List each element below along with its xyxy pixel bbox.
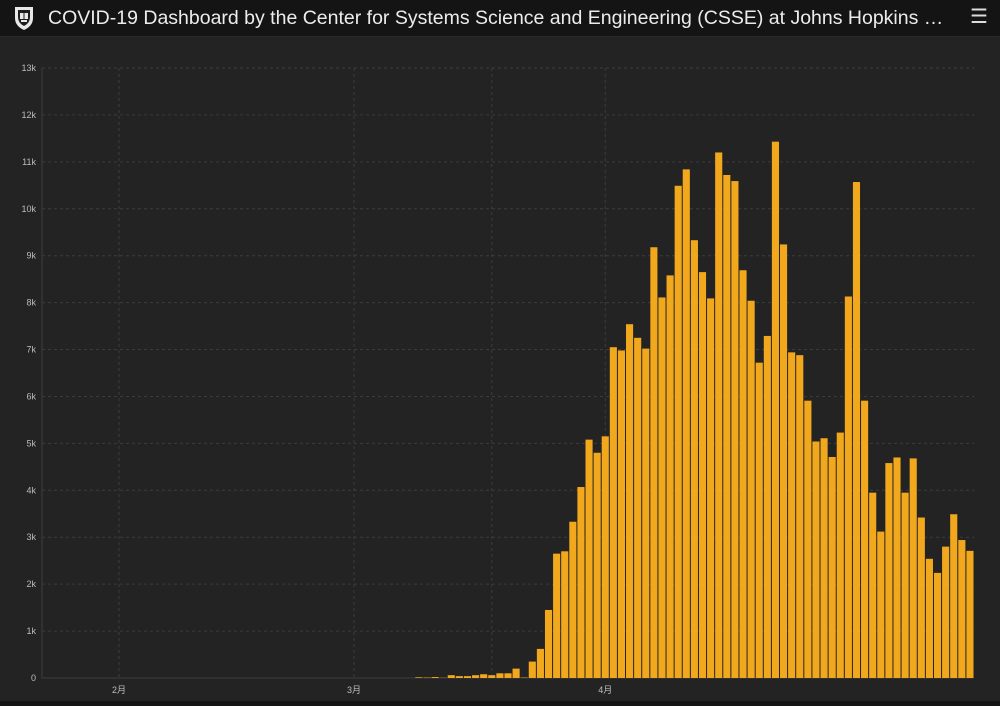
bar[interactable] bbox=[739, 270, 746, 678]
bar[interactable] bbox=[812, 442, 819, 678]
bar[interactable] bbox=[780, 244, 787, 678]
bar[interactable] bbox=[853, 182, 860, 678]
y-tick-label: 13k bbox=[21, 63, 36, 73]
y-tick-label: 11k bbox=[22, 157, 36, 167]
y-tick-label: 2k bbox=[26, 579, 36, 589]
bar[interactable] bbox=[804, 401, 811, 678]
bar[interactable] bbox=[642, 349, 649, 678]
bar[interactable] bbox=[756, 363, 763, 678]
bar[interactable] bbox=[772, 142, 779, 678]
y-tick-label: 12k bbox=[21, 110, 36, 120]
university-shield-icon bbox=[10, 4, 38, 32]
bar[interactable] bbox=[829, 457, 836, 678]
hamburger-menu-icon[interactable]: ☰ bbox=[968, 6, 990, 28]
x-tick-label: 2月 bbox=[112, 685, 126, 695]
y-tick-label: 6k bbox=[26, 391, 36, 401]
x-tick-label: 3月 bbox=[347, 685, 361, 695]
bar[interactable] bbox=[488, 675, 495, 678]
bar[interactable] bbox=[626, 324, 633, 678]
bar[interactable] bbox=[602, 436, 609, 678]
bar[interactable] bbox=[683, 169, 690, 678]
bar[interactable] bbox=[902, 493, 909, 678]
bar[interactable] bbox=[448, 675, 455, 678]
bar[interactable] bbox=[456, 676, 463, 678]
bar[interactable] bbox=[893, 457, 900, 678]
bar[interactable] bbox=[594, 453, 601, 678]
bar[interactable] bbox=[966, 551, 973, 678]
bar[interactable] bbox=[667, 275, 674, 678]
bar[interactable] bbox=[731, 181, 738, 678]
header-bar: COVID-19 Dashboard by the Center for Sys… bbox=[0, 0, 1000, 37]
bar[interactable] bbox=[585, 440, 592, 678]
bar[interactable] bbox=[877, 532, 884, 678]
bar[interactable] bbox=[496, 673, 503, 678]
bar[interactable] bbox=[821, 438, 828, 678]
bar[interactable] bbox=[432, 677, 439, 678]
bar[interactable] bbox=[650, 247, 657, 678]
bar[interactable] bbox=[845, 297, 852, 678]
bar[interactable] bbox=[950, 514, 957, 678]
bar[interactable] bbox=[764, 336, 771, 678]
bar[interactable] bbox=[837, 433, 844, 678]
bar[interactable] bbox=[958, 540, 965, 678]
y-tick-label: 0 bbox=[31, 673, 36, 683]
bar[interactable] bbox=[934, 573, 941, 678]
bar[interactable] bbox=[707, 298, 714, 678]
y-tick-label: 4k bbox=[26, 485, 36, 495]
y-tick-label: 1k bbox=[26, 626, 36, 636]
bar[interactable] bbox=[861, 401, 868, 678]
bar[interactable] bbox=[796, 355, 803, 678]
dashboard-title: COVID-19 Dashboard by the Center for Sys… bbox=[48, 6, 948, 30]
bar[interactable] bbox=[545, 610, 552, 678]
bar[interactable] bbox=[472, 675, 479, 678]
bar[interactable] bbox=[569, 522, 576, 678]
y-tick-label: 10k bbox=[21, 204, 36, 214]
bar[interactable] bbox=[577, 487, 584, 678]
bar[interactable] bbox=[658, 297, 665, 678]
bar[interactable] bbox=[553, 554, 560, 678]
y-tick-label: 9k bbox=[26, 251, 36, 261]
bar[interactable] bbox=[691, 240, 698, 678]
bar[interactable] bbox=[513, 669, 520, 678]
bar[interactable] bbox=[918, 518, 925, 678]
bar[interactable] bbox=[699, 272, 706, 678]
bar[interactable] bbox=[910, 458, 917, 678]
y-tick-label: 3k bbox=[26, 532, 36, 542]
bar[interactable] bbox=[464, 676, 471, 678]
bar[interactable] bbox=[529, 662, 536, 678]
bar[interactable] bbox=[675, 186, 682, 678]
bar[interactable] bbox=[480, 674, 487, 678]
bar[interactable] bbox=[715, 152, 722, 678]
bar[interactable] bbox=[610, 347, 617, 678]
y-tick-label: 5k bbox=[26, 438, 36, 448]
bar[interactable] bbox=[504, 673, 511, 678]
bar[interactable] bbox=[788, 352, 795, 678]
bar[interactable] bbox=[561, 551, 568, 678]
bar[interactable] bbox=[415, 677, 422, 678]
daily-cases-bar-chart: 0 1k 2k 3k 4k 5k 6k 7k 8k 9k 10k 11k 12k 13k 2月 3月 4月 bbox=[0, 37, 1000, 701]
x-tick-label: 4月 bbox=[598, 685, 612, 695]
bar[interactable] bbox=[869, 493, 876, 678]
bar[interactable] bbox=[926, 559, 933, 678]
bar[interactable] bbox=[942, 547, 949, 678]
bar[interactable] bbox=[748, 301, 755, 678]
y-tick-label: 7k bbox=[26, 345, 36, 355]
bar[interactable] bbox=[885, 463, 892, 678]
y-tick-label: 8k bbox=[26, 298, 36, 308]
bar[interactable] bbox=[618, 350, 625, 678]
chart-panel: 0 1k 2k 3k 4k 5k 6k 7k 8k 9k 10k 11k 12k 13k 2月 3月 4月 bbox=[0, 37, 1000, 701]
bar[interactable] bbox=[537, 649, 544, 678]
bar[interactable] bbox=[723, 175, 730, 678]
bar[interactable] bbox=[634, 338, 641, 678]
